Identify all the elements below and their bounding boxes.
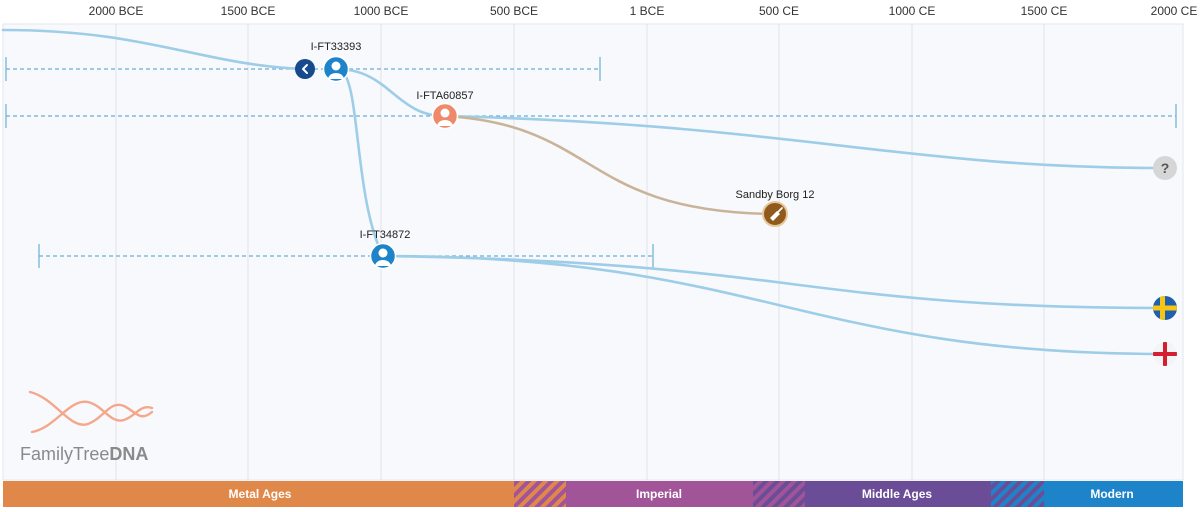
- axis-tick-label: 1500 CE: [1021, 4, 1068, 18]
- era-transition: [753, 481, 805, 507]
- person-icon: [375, 248, 391, 266]
- era-metal-ages[interactable]: [3, 481, 514, 507]
- ancient-sample-sandby-borg-12[interactable]: Sandby Borg 12: [736, 189, 815, 227]
- branch-to-unknown: [443, 114, 1167, 170]
- era-modern[interactable]: [1044, 481, 1183, 507]
- branch-to-sandby: [443, 114, 777, 216]
- age-range-ft34872: [38, 244, 654, 268]
- axis-tick-label: 1 BCE: [630, 4, 665, 18]
- node-label: Sandby Borg 12: [736, 189, 815, 201]
- era-label: Middle Ages: [862, 487, 933, 501]
- era-transition: [514, 481, 566, 507]
- axis-tick-label: 2000 CE: [1151, 4, 1198, 18]
- england-flag-icon: [1153, 342, 1177, 366]
- age-range-fta60857: [5, 104, 1177, 128]
- terminal-sweden[interactable]: [1152, 295, 1178, 321]
- axis-tick-label: 1000 BCE: [354, 4, 409, 18]
- node-label: I-FT34872: [360, 229, 411, 241]
- era-label: Imperial: [636, 487, 682, 501]
- axis-tick-label: 2000 BCE: [89, 4, 144, 18]
- sweden-flag-icon: [1153, 296, 1177, 320]
- branch-to-sweden: [381, 254, 1167, 310]
- node-ft34872[interactable]: I-FT34872: [360, 229, 411, 270]
- person-icon: [328, 61, 344, 79]
- collapse-button[interactable]: [295, 59, 315, 79]
- axis-tick-label: 1000 CE: [889, 4, 936, 18]
- branch-to-england: [381, 254, 1167, 356]
- era-middle-ages[interactable]: [805, 481, 991, 507]
- question-icon: ?: [1161, 160, 1170, 176]
- axis-tick-label: 1500 BCE: [221, 4, 276, 18]
- chevron-left-icon: [302, 64, 308, 74]
- terminal-england[interactable]: [1152, 341, 1178, 367]
- era-bar: Metal Ages Imperial Middle Ages Modern: [3, 481, 1183, 507]
- logo-wordmark: FamilyTreeDNA: [20, 444, 148, 464]
- familytreedna-logo: FamilyTreeDNA: [20, 390, 154, 464]
- branch-to-fta60857: [334, 67, 447, 118]
- era-imperial[interactable]: [566, 481, 753, 507]
- dna-helix-icon: [28, 390, 154, 434]
- branch-to-ft34872: [341, 70, 385, 258]
- node-label: I-FT33393: [311, 41, 362, 53]
- person-icon: [437, 108, 453, 126]
- era-label: Modern: [1090, 487, 1133, 501]
- time-axis: 2000 BCE 1500 BCE 1000 BCE 500 BCE 1 BCE…: [89, 4, 1198, 18]
- node-fta60857[interactable]: I-FTA60857: [416, 90, 474, 130]
- era-label: Metal Ages: [229, 487, 292, 501]
- trowel-icon: [770, 207, 783, 221]
- branch-parent: [1, 28, 307, 71]
- axis-tick-label: 500 CE: [759, 4, 799, 18]
- terminal-unknown[interactable]: ?: [1153, 156, 1177, 180]
- era-transition: [991, 481, 1044, 507]
- axis-tick-label: 500 BCE: [490, 4, 538, 18]
- node-ft33393[interactable]: I-FT33393: [311, 41, 362, 83]
- branches: [1, 28, 1167, 356]
- plot-area: [2, 23, 1184, 481]
- node-label: I-FTA60857: [416, 90, 473, 102]
